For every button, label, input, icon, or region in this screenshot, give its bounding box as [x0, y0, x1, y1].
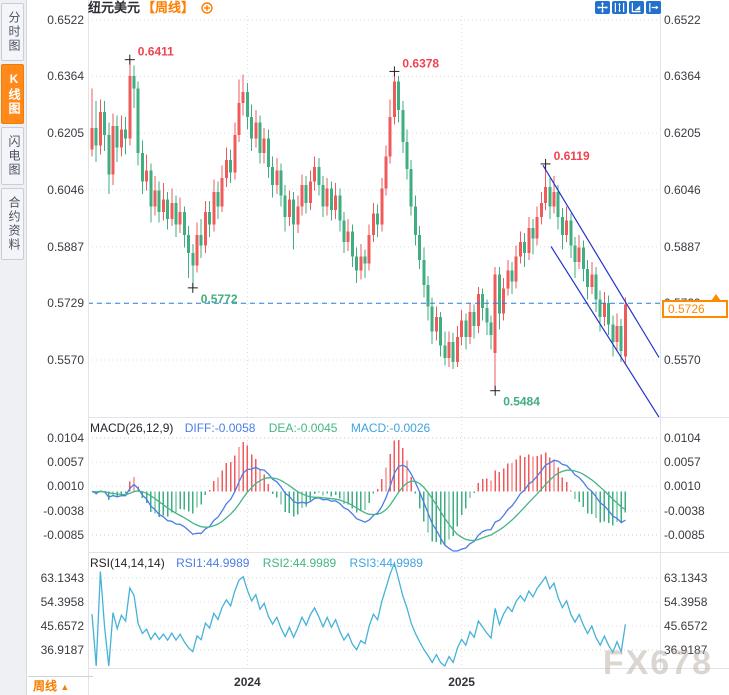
macd-axis-label-left: 0.0104	[47, 431, 84, 445]
annotation-label: 0.5772	[201, 292, 238, 306]
macd-axis-label-right: -0.0085	[664, 528, 705, 542]
macd-axis-label-left: 0.0057	[47, 455, 84, 470]
rsi3-value: RSI3:44.9989	[349, 556, 423, 570]
price-axis-label-right: 0.6205	[664, 126, 701, 141]
price-axis-label-left: 0.5887	[47, 239, 84, 254]
chart-title: 纽元美元 【周线】	[88, 0, 213, 16]
price-axis-label-right: 0.6522	[664, 13, 701, 27]
period-selector-arrow-icon: ▲	[60, 682, 70, 692]
period-selector-label: 周线	[33, 679, 58, 693]
rsi-axis-label-right: 54.3958	[664, 594, 708, 609]
chart-toolbar	[595, 1, 661, 14]
price-axis-label-right: 0.6046	[664, 183, 701, 197]
macd-axis-label-left: -0.0038	[43, 503, 84, 518]
rsi-title: RSI(14,14,14)	[90, 556, 165, 570]
tab-contract-info[interactable]: 合约资料	[1, 188, 24, 260]
price-annotations: 0.6411 0.5772 0.6378 0.5484 0.6119	[124, 45, 590, 409]
period-selector[interactable]: 周线 ▲	[28, 676, 93, 695]
macd-axis-label-right: 0.0104	[664, 431, 701, 445]
candlestick-series	[90, 59, 627, 391]
price-axis-label-right: 0.5887	[664, 239, 701, 254]
auto-scale-icon[interactable]	[629, 1, 644, 14]
annotation-label: 0.6378	[402, 56, 439, 70]
macd-axis-label-right: -0.0038	[664, 503, 705, 518]
symbol-name: 纽元美元	[88, 0, 141, 15]
price-axis-label-right: 0.6364	[664, 69, 701, 84]
annotation-label: 0.5484	[503, 395, 540, 409]
price-axis-label-left: 0.6364	[47, 69, 84, 84]
rsi-axis-label-left: 54.3958	[40, 594, 84, 609]
macd-axis-label-right: 0.0057	[664, 455, 701, 470]
period-tag: 【周线】	[142, 0, 195, 15]
macd-macd-value: MACD:-0.0026	[350, 421, 431, 435]
macd-axis-label-left: 0.0010	[47, 479, 84, 494]
price-axis-label-left: 0.6522	[47, 13, 84, 27]
annotation-label: 0.6119	[554, 149, 590, 163]
rsi-line	[91, 560, 627, 668]
annotation-label: 0.6411	[138, 45, 174, 59]
rsi-header: RSI(14,14,14) RSI1:44.9989 RSI2:44.9989 …	[90, 556, 423, 570]
add-indicator-icon[interactable]	[200, 2, 213, 17]
macd-histogram	[95, 439, 627, 546]
tab-kline-chart[interactable]: K线图	[1, 64, 24, 124]
pan-icon[interactable]	[595, 1, 610, 14]
rsi-axis-label-left: 36.9187	[40, 643, 84, 657]
rsi-axis-label-right: 36.9187	[664, 643, 708, 657]
current-price-badge: 0.5726	[662, 300, 728, 318]
x-axis-year-label: 2025	[448, 675, 475, 689]
rsi2-value: RSI2:44.9989	[262, 556, 337, 570]
macd-axis-label-right: 0.0010	[664, 479, 701, 494]
macd-diff-line	[91, 459, 626, 552]
rsi-axis-label-right: 63.1343	[664, 571, 708, 585]
macd-header: MACD(26,12,9) DIFF:-0.0058 DEA:-0.0045 M…	[90, 421, 430, 435]
macd-axis-label-left: -0.0085	[43, 528, 84, 542]
tab-time-chart[interactable]: 分时图	[1, 3, 24, 61]
x-axis-year-label: 2024	[234, 675, 261, 689]
tab-flash-chart[interactable]: 闪电图	[1, 127, 24, 185]
price-axis-label-left: 0.5570	[47, 353, 84, 367]
chart-type-sidebar: 分时图 K线图闪电图合约资料	[0, 0, 27, 695]
grid-lines	[88, 16, 660, 667]
trendline-1[interactable]	[542, 165, 660, 358]
price-up-arrow-icon	[711, 294, 721, 301]
price-axis-label-right: 0.5570	[664, 353, 701, 367]
rsi-axis-label-left: 63.1343	[40, 571, 84, 585]
price-axis-label-left: 0.5729	[47, 296, 84, 311]
price-axis-label-left: 0.6205	[47, 126, 84, 141]
macd-diff-value: DIFF:-0.0058	[184, 421, 256, 435]
price-axis-label-left: 0.6046	[47, 183, 84, 197]
rsi1-value: RSI1:44.9989	[176, 556, 250, 570]
macd-dea-value: DEA:-0.0045	[268, 421, 338, 435]
macd-title: MACD(26,12,9)	[90, 421, 174, 435]
trendline-2[interactable]	[550, 246, 660, 418]
rsi-axis-label-right: 45.6572	[664, 619, 708, 633]
rsi-axis-label-left: 45.6572	[40, 619, 84, 633]
shift-right-icon[interactable]	[646, 1, 661, 14]
fit-vertical-icon[interactable]	[612, 1, 627, 14]
macd-dea-line	[91, 469, 626, 542]
